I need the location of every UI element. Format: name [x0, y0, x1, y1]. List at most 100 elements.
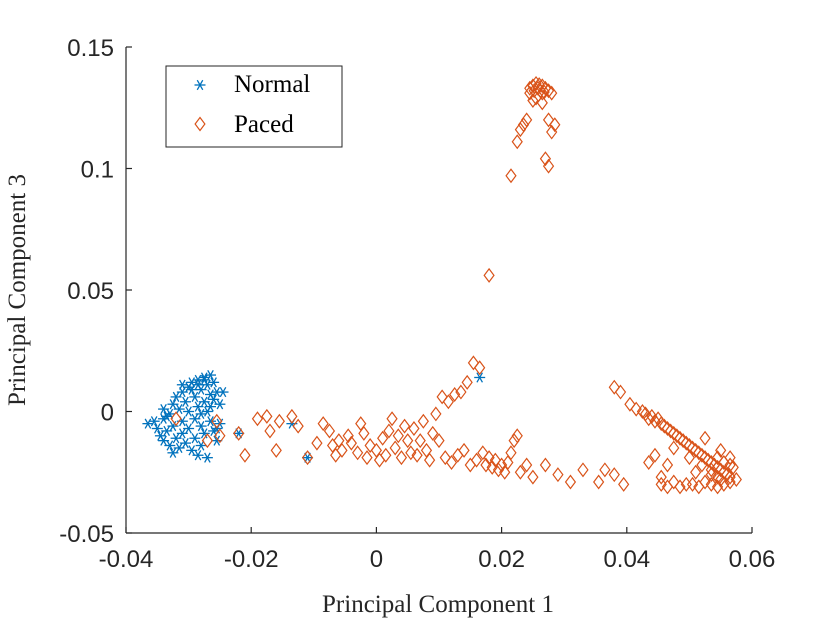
normal-point	[176, 379, 188, 390]
paced-point	[680, 435, 692, 451]
paced-point	[467, 355, 480, 371]
paced-point	[423, 452, 436, 468]
y-tick-label: 0	[101, 400, 114, 427]
normal-point	[195, 440, 207, 451]
paced-point	[502, 455, 514, 471]
paced-point	[715, 462, 727, 478]
paced-point	[239, 447, 251, 463]
normal-point	[302, 452, 314, 463]
x-tick-label: -0.04	[99, 546, 154, 573]
normal-point	[201, 452, 213, 463]
paced-point	[361, 450, 373, 466]
paced-point	[715, 442, 727, 458]
normal-point	[158, 403, 170, 415]
paced-point	[514, 122, 527, 138]
normal-point	[142, 418, 154, 429]
normal-point	[192, 450, 204, 461]
paced-point	[649, 413, 661, 429]
paced-point	[724, 457, 736, 473]
paced-point	[505, 168, 517, 184]
legend-paced-marker-icon	[194, 116, 206, 132]
normal-point	[167, 420, 179, 432]
legend: Normal Paced	[165, 65, 343, 148]
paced-point	[398, 418, 411, 434]
paced-point	[593, 474, 605, 490]
paced-point	[549, 117, 561, 133]
paced-point	[270, 442, 282, 458]
paced-point	[505, 445, 517, 461]
x-tick-label: 0.04	[603, 546, 650, 573]
x-tick-label: 0	[370, 546, 383, 573]
series-paced	[170, 75, 742, 495]
paced-point	[211, 413, 223, 429]
paced-point	[608, 379, 620, 395]
paced-point	[677, 433, 689, 449]
paced-point	[643, 455, 655, 471]
paced-point	[480, 457, 492, 473]
normal-point	[189, 433, 201, 444]
paced-point	[668, 474, 680, 490]
paced-point	[539, 151, 552, 167]
paced-point	[699, 450, 711, 466]
paced-point	[618, 476, 630, 492]
normal-point	[173, 403, 185, 415]
legend-diamond-icon	[194, 116, 206, 132]
paced-point	[292, 418, 304, 434]
x-tick-label: 0.02	[478, 546, 525, 573]
paced-point	[696, 457, 708, 473]
paced-point	[261, 408, 273, 424]
paced-point	[511, 134, 523, 150]
paced-point	[430, 406, 442, 422]
paced-point	[495, 457, 508, 473]
paced-point	[528, 83, 540, 99]
paced-point	[345, 435, 357, 451]
paced-point	[527, 469, 539, 485]
paced-point	[477, 445, 489, 461]
paced-point	[661, 421, 674, 437]
paced-point	[564, 474, 577, 490]
paced-point	[624, 396, 636, 412]
legend-label-normal: Normal	[234, 71, 310, 98]
paced-point	[455, 384, 467, 400]
paced-point	[233, 425, 245, 441]
paced-point	[699, 430, 711, 446]
paced-point	[386, 411, 398, 427]
y-tick-label: 0.1	[81, 157, 114, 184]
paced-point	[514, 464, 527, 480]
normal-point	[198, 428, 210, 439]
normal-point	[179, 437, 191, 449]
paced-point	[668, 425, 680, 441]
paced-point	[715, 472, 727, 488]
paced-point	[499, 464, 511, 480]
paced-point	[521, 457, 533, 473]
paced-point	[351, 445, 364, 461]
paced-point	[411, 447, 423, 463]
normal-point	[208, 377, 220, 388]
paced-point	[718, 476, 730, 492]
paced-point	[433, 433, 445, 449]
paced-point	[724, 474, 736, 490]
normal-point	[214, 399, 226, 410]
paced-point	[693, 479, 705, 495]
paced-point	[464, 457, 476, 473]
paced-point	[711, 450, 724, 466]
paced-point	[711, 479, 724, 495]
paced-point	[336, 442, 348, 458]
paced-point	[527, 92, 539, 108]
paced-point	[661, 479, 674, 495]
paced-point	[408, 421, 420, 437]
paced-point	[395, 450, 408, 466]
x-axis-title: Principal Component 1	[322, 591, 554, 618]
normal-point	[208, 425, 220, 437]
paced-point	[517, 117, 530, 133]
paced-point	[521, 112, 533, 128]
y-tick-label: -0.05	[59, 521, 114, 548]
paced-point	[511, 428, 523, 444]
y-axis-title: Principal Component 3	[4, 174, 31, 406]
paced-point	[649, 447, 661, 463]
paced-point	[655, 469, 667, 485]
paced-point	[486, 459, 498, 475]
paced-point	[383, 423, 395, 439]
y-axis-ticks: -0.05 0 0.05 0.1 0.15	[59, 35, 132, 548]
